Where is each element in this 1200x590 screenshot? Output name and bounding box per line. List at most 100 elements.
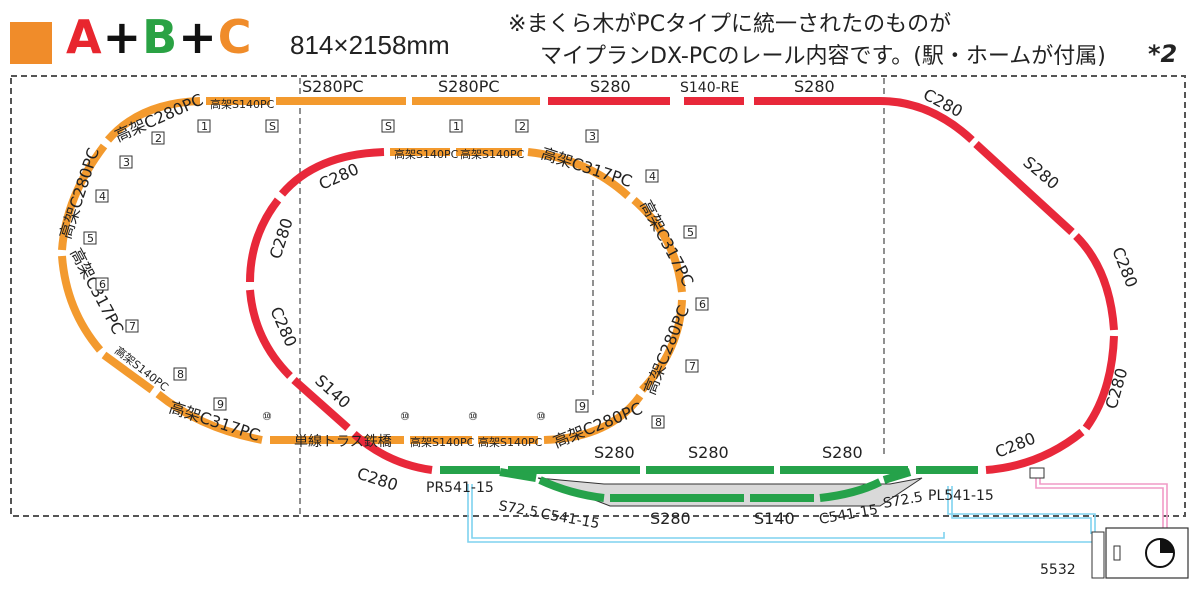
label-s280pc-top-1: S280PC <box>302 77 364 96</box>
track-kouka-c317pc-left <box>58 255 104 353</box>
pier-outer-3: 3 <box>119 155 133 169</box>
track-kouka-s140pc-left <box>101 351 155 394</box>
label-station-s280-1: S280 <box>594 443 635 462</box>
label-kouka-s140pc-bottom-1: 高架S140PC <box>410 435 475 449</box>
track-c280-lower <box>351 430 433 474</box>
pier-inner-10c: ⑩ <box>400 410 410 423</box>
track-c280-inner-2 <box>246 197 282 283</box>
label-station-s280-3: S280 <box>822 443 863 462</box>
track-c541-15-right <box>819 478 882 502</box>
track-c280-right-4 <box>985 428 1085 474</box>
pier-outer-8: 8 <box>173 367 187 381</box>
track-c280-right-2 <box>1073 233 1118 331</box>
pier-inner-9: 9 <box>575 399 589 413</box>
title-plus-1: + <box>102 10 143 64</box>
svg-text:⑩: ⑩ <box>262 410 272 423</box>
svg-text:⑩: ⑩ <box>468 410 478 423</box>
track-s72-5-left <box>499 468 537 482</box>
label-truss-bridge: 単線トラス鉄橋 <box>294 434 392 450</box>
label-c280-inner-3: C280 <box>266 304 300 350</box>
svg-text:5: 5 <box>87 232 94 245</box>
label-s140re: S140-RE <box>680 80 739 96</box>
pier-outer-5: 5 <box>83 231 97 245</box>
track-labels: S280PC S280PC S280 S140-RE S280 C280 S28… <box>56 77 1142 578</box>
track-c280-right-1 <box>879 97 975 143</box>
track-s280-right <box>973 141 1075 235</box>
track-s72-5-right <box>882 468 912 484</box>
svg-text:4: 4 <box>99 190 106 203</box>
pier-numbers: S 1 2 3 4 5 6 7 8 9 ⑩ S 1 2 3 4 5 6 7 8 … <box>83 119 709 429</box>
set-color-badge <box>10 22 52 64</box>
title-a: A <box>66 10 103 64</box>
pier-inner-8: 8 <box>651 415 665 429</box>
controller-dial-mark <box>1160 539 1174 553</box>
track-kouka-c317pc-bottom <box>155 390 263 444</box>
label-s72-5-left: S72.5 <box>497 498 539 521</box>
track-c280-inner-3 <box>246 289 293 379</box>
power-controller <box>1091 527 1189 579</box>
label-c280-inner-2: C280 <box>266 216 297 262</box>
track-kouka-c317pc-top <box>527 148 631 199</box>
track-c541-15-left <box>538 476 605 502</box>
pier-inner-s: S <box>381 119 395 133</box>
label-station-s280-2: S280 <box>688 443 729 462</box>
pier-outer-2: 2 <box>151 131 165 145</box>
svg-text:1: 1 <box>201 120 208 133</box>
svg-text:8: 8 <box>177 368 184 381</box>
label-kouka-s140pc-inner-2: 高架S140PC <box>460 147 525 161</box>
title-plus-2: + <box>178 10 218 64</box>
pier-inner-2: 2 <box>515 119 529 133</box>
svg-text:4: 4 <box>649 170 656 183</box>
track-kouka-c317pc-right <box>631 196 686 293</box>
track-kouka-c280pc-right <box>639 299 686 393</box>
svg-text:⑩: ⑩ <box>536 410 546 423</box>
svg-text:6: 6 <box>699 298 706 311</box>
label-kouka-s140pc-bottom-2: 高架S140PC <box>478 435 543 449</box>
pier-outer-4: 4 <box>95 189 109 203</box>
track-c280-inner-1 <box>278 148 385 197</box>
label-kouka-c280pc-right: 高架C280PC <box>640 303 693 398</box>
label-loop-s140: S140 <box>754 509 795 528</box>
svg-text:3: 3 <box>589 130 596 143</box>
pier-inner-4: 4 <box>645 169 659 183</box>
board-outline <box>10 75 1186 517</box>
feeder-connector <box>1029 467 1045 479</box>
label-kouka-s140pc-inner-1: 高架S140PC <box>394 147 459 161</box>
feeder-pink <box>1035 478 1164 530</box>
pier-outer-1: 1 <box>197 119 211 133</box>
track-c280-right-3 <box>1082 335 1118 431</box>
controller-switch <box>1113 545 1121 561</box>
label-kouka-s140pc-top: 高架S140PC <box>210 97 275 111</box>
feeder-pink-2 <box>1039 478 1168 530</box>
label-c541-15-left: C541-15 <box>539 506 600 532</box>
set-title: A+B+C <box>66 10 253 64</box>
pier-outer-9: 9 <box>213 397 227 411</box>
svg-text:2: 2 <box>155 132 162 145</box>
pier-inner-6: 6 <box>695 297 709 311</box>
outer-loop-orange <box>58 97 686 444</box>
label-s280-top-1: S280 <box>590 77 631 96</box>
svg-text:5: 5 <box>687 226 694 239</box>
label-controller-model: 5532 <box>1040 562 1076 578</box>
label-kouka-c317pc-top: 高架C317PC <box>539 144 635 191</box>
inner-loop-red <box>246 148 433 474</box>
svg-text:3: 3 <box>123 156 130 169</box>
svg-text:⑩: ⑩ <box>400 410 410 423</box>
svg-text:9: 9 <box>217 398 224 411</box>
label-c280-lower: C280 <box>355 464 401 495</box>
pier-inner-1: 1 <box>449 119 463 133</box>
note-line-1: ※まくら木がPCタイプに統一されたのものが <box>508 12 952 37</box>
svg-text:1: 1 <box>453 120 460 133</box>
track-kouka-c280pc-top <box>104 97 201 143</box>
station-tracks-green <box>440 466 978 502</box>
controller-plug <box>1091 531 1105 579</box>
svg-text:9: 9 <box>579 400 586 413</box>
feeder-blue-right-2 <box>951 486 1092 534</box>
label-s280-top-2: S280 <box>794 77 835 96</box>
pier-outer-10: ⑩ <box>262 410 272 423</box>
svg-text:7: 7 <box>129 320 136 333</box>
outer-loop-red <box>548 97 1118 474</box>
svg-text:S: S <box>385 120 392 133</box>
label-kouka-c317pc-right: 高架C317PC <box>636 197 697 289</box>
